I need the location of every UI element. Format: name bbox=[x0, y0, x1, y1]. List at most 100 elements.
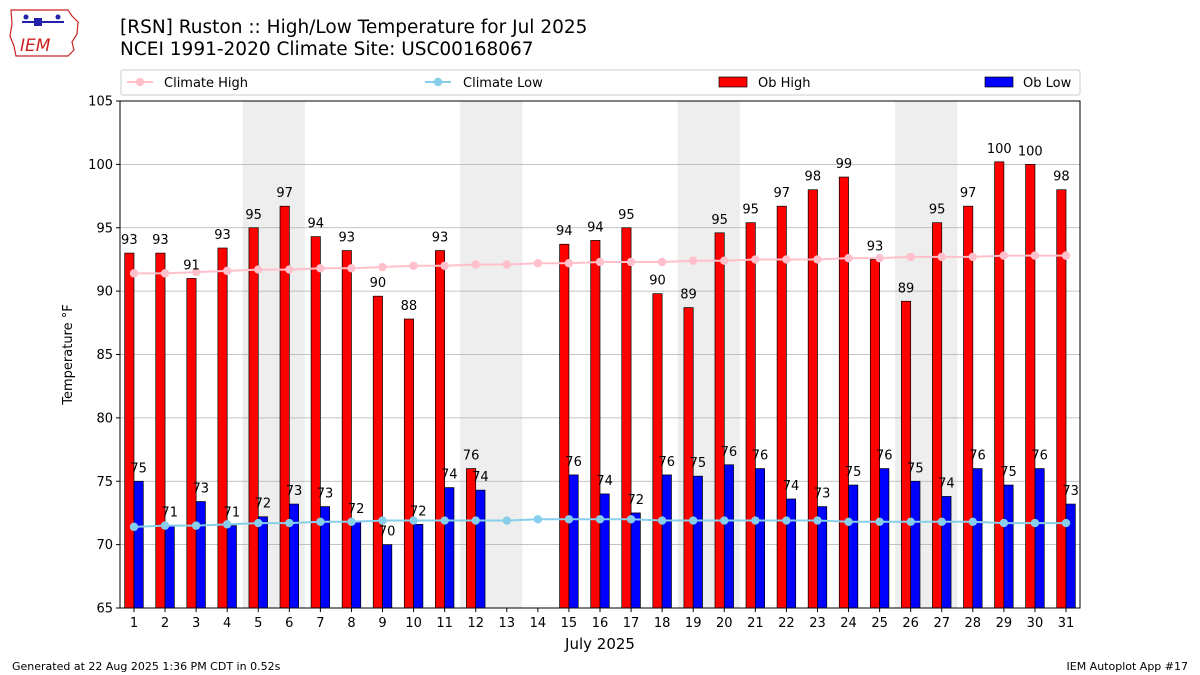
ob-high-label: 93 bbox=[867, 239, 884, 254]
x-tick-label: 22 bbox=[778, 616, 795, 631]
ob-low-label: 73 bbox=[317, 487, 334, 502]
y-tick-label: 100 bbox=[88, 158, 113, 173]
ob-low-bar bbox=[382, 544, 393, 609]
y-tick-label: 105 bbox=[88, 95, 113, 110]
x-tick-label: 2 bbox=[161, 616, 169, 631]
climate-high-point bbox=[626, 257, 636, 267]
legend-box bbox=[120, 69, 1081, 96]
climate-low-point bbox=[222, 520, 232, 529]
climate-high-point bbox=[254, 265, 263, 274]
ob-low-label: 72 bbox=[410, 504, 427, 519]
climate-low-point bbox=[285, 518, 294, 528]
ob-high-bar bbox=[186, 278, 197, 609]
ob-high-label: 95 bbox=[245, 208, 262, 223]
climate-low-point bbox=[471, 516, 480, 525]
ob-low-bar bbox=[475, 489, 486, 609]
legend-climate-low-marker bbox=[433, 77, 443, 87]
climate-high-point bbox=[471, 260, 480, 269]
climate-high-point bbox=[689, 256, 698, 265]
x-tick-label: 8 bbox=[347, 616, 355, 631]
y-tick-label: 90 bbox=[96, 285, 113, 300]
y-tick-label: 80 bbox=[96, 411, 113, 426]
ob-high-bar bbox=[807, 189, 818, 609]
generated-note: Generated at 22 Aug 2025 1:36 PM CDT in … bbox=[12, 660, 281, 673]
ob-high-bar bbox=[248, 227, 259, 609]
ob-low-label: 72 bbox=[348, 502, 365, 517]
ob-low-bar bbox=[164, 525, 175, 609]
x-tick-label: 15 bbox=[561, 616, 578, 631]
ob-low-bar bbox=[444, 487, 455, 609]
ob-low-label: 76 bbox=[969, 449, 986, 464]
ob-high-label: 95 bbox=[929, 203, 946, 218]
ob-high-label: 91 bbox=[183, 258, 200, 273]
x-tick-label: 20 bbox=[716, 616, 733, 631]
ob-low-bar bbox=[786, 498, 797, 609]
x-tick-label: 31 bbox=[1058, 616, 1075, 631]
ob-high-label: 89 bbox=[898, 281, 915, 296]
climate-low-point bbox=[160, 521, 170, 530]
x-tick-label: 26 bbox=[902, 616, 919, 631]
climate-high-point bbox=[409, 261, 418, 270]
ob-low-label: 73 bbox=[192, 482, 209, 497]
ob-low-bar bbox=[910, 480, 921, 609]
ob-low-label: 73 bbox=[814, 487, 831, 502]
ob-low-bar bbox=[133, 480, 144, 609]
ob-high-bar bbox=[217, 247, 228, 609]
ob-high-label: 97 bbox=[276, 186, 293, 201]
climate-high-point bbox=[782, 255, 791, 264]
climate-high-point bbox=[937, 252, 946, 262]
ob-high-bar bbox=[963, 205, 974, 609]
ob-low-label: 76 bbox=[565, 455, 582, 470]
ob-low-label: 72 bbox=[627, 493, 644, 508]
x-tick-label: 5 bbox=[254, 616, 262, 631]
x-tick-label: 13 bbox=[499, 616, 516, 631]
ob-high-label: 88 bbox=[401, 299, 418, 314]
climate-high-point bbox=[316, 264, 325, 273]
ob-high-label: 94 bbox=[556, 224, 573, 239]
ob-high-bar bbox=[901, 300, 912, 609]
climate-low-point bbox=[564, 515, 574, 524]
climate-high-point bbox=[440, 261, 449, 270]
climate-low-point bbox=[999, 518, 1009, 528]
app-label: IEM Autoplot App #17 bbox=[1066, 660, 1189, 673]
ob-high-bar bbox=[590, 240, 601, 609]
ob-low-label: 74 bbox=[783, 479, 800, 494]
x-tick-label: 24 bbox=[840, 616, 857, 631]
ob-low-label: 74 bbox=[472, 470, 489, 485]
y-tick-label: 70 bbox=[96, 538, 113, 553]
ob-high-label: 97 bbox=[960, 186, 977, 201]
climate-low-point bbox=[254, 518, 263, 528]
logo-vane bbox=[55, 14, 61, 20]
iowa-outline bbox=[9, 9, 79, 57]
climate-low-point bbox=[440, 516, 449, 525]
logo-anemometer bbox=[23, 14, 29, 20]
ob-high-bar bbox=[869, 259, 880, 609]
ob-low-label: 72 bbox=[255, 497, 272, 512]
climate-high-point bbox=[160, 269, 170, 278]
ob-high-bar bbox=[932, 222, 943, 609]
x-axis-label: July 2025 bbox=[564, 635, 635, 653]
climate-high-point bbox=[129, 269, 139, 278]
ob-high-bar bbox=[776, 205, 787, 609]
x-tick-label: 17 bbox=[623, 616, 640, 631]
climate-high-point bbox=[285, 265, 294, 274]
climate-high-point bbox=[347, 264, 356, 273]
climate-high-point bbox=[378, 262, 387, 272]
climate-high-point bbox=[657, 257, 667, 267]
ob-high-label: 95 bbox=[742, 203, 759, 218]
y-axis-label: Temperature °F bbox=[61, 304, 76, 405]
ob-high-bar bbox=[466, 468, 477, 609]
ob-high-label: 76 bbox=[463, 449, 480, 464]
ob-low-bar bbox=[1034, 468, 1045, 609]
ob-high-bar bbox=[310, 236, 321, 609]
legend-climate-high-marker bbox=[135, 77, 145, 87]
ob-low-label: 71 bbox=[224, 506, 241, 521]
climate-high-point bbox=[595, 257, 605, 267]
ob-low-bar bbox=[226, 525, 237, 609]
ob-low-label: 76 bbox=[752, 449, 769, 464]
ob-low-bar bbox=[630, 512, 641, 609]
ob-low-label: 75 bbox=[690, 456, 707, 471]
ob-low-label: 75 bbox=[845, 465, 862, 480]
ob-low-bar bbox=[1003, 484, 1014, 609]
climate-high-point bbox=[999, 251, 1009, 260]
